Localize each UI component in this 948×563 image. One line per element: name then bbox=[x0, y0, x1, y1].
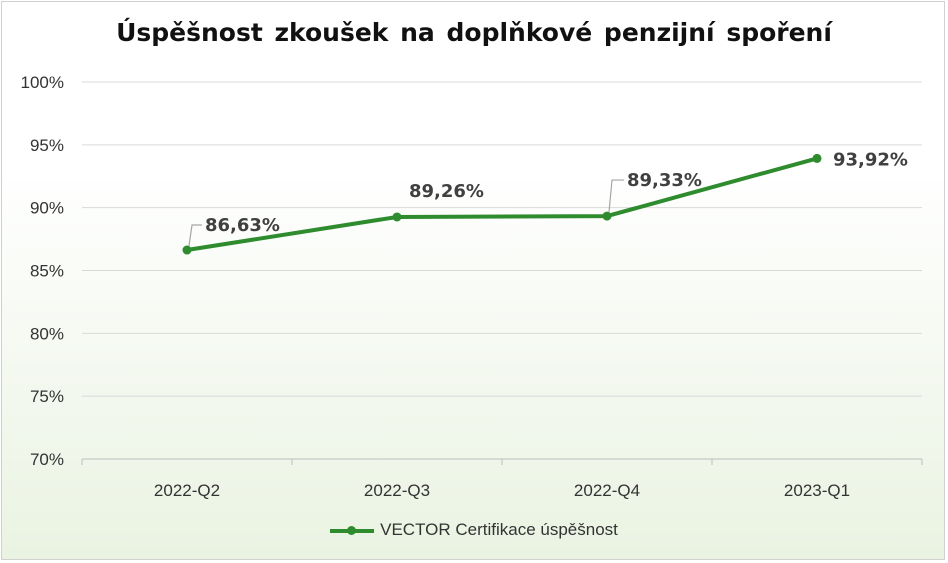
grid-lines bbox=[82, 81, 922, 397]
y-tick-label: 100% bbox=[21, 73, 64, 92]
y-tick-label: 70% bbox=[30, 450, 64, 469]
legend-label: VECTOR Certifikace úspěšnost bbox=[380, 520, 618, 539]
y-tick-label: 90% bbox=[30, 199, 64, 218]
data-label: 89,26% bbox=[409, 181, 484, 202]
legend-swatch bbox=[330, 520, 375, 540]
y-tick-label: 80% bbox=[30, 324, 64, 343]
y-tick-label: 95% bbox=[30, 136, 64, 155]
chart-title: Úspěšnost zkoušek na doplňkové penzijní … bbox=[116, 18, 832, 47]
data-point bbox=[392, 212, 402, 222]
data-label: 89,33% bbox=[627, 170, 702, 191]
x-tick-label: 2022-Q2 bbox=[154, 481, 220, 500]
y-axis-ticks: 70% 75% 80% 85% 90% 95% 100% bbox=[21, 73, 64, 469]
series-line bbox=[185, 156, 819, 253]
label-leader-line bbox=[188, 224, 202, 247]
label-leader-line bbox=[608, 179, 624, 213]
y-tick-label: 85% bbox=[30, 262, 64, 281]
x-axis: 2022-Q2 2022-Q3 2022-Q4 2023-Q1 bbox=[81, 458, 923, 500]
series-layer bbox=[182, 153, 822, 255]
data-point bbox=[602, 211, 612, 221]
x-tick-label: 2023-Q1 bbox=[784, 481, 850, 500]
data-point bbox=[182, 245, 192, 255]
data-label: 86,63% bbox=[205, 215, 280, 236]
x-tick-label: 2022-Q3 bbox=[364, 481, 430, 500]
data-point bbox=[812, 153, 822, 163]
x-tick-label: 2022-Q4 bbox=[574, 481, 640, 500]
data-labels: 86,63% 89,26% 89,33% 93,92% bbox=[188, 149, 908, 247]
legend: VECTOR Certifikace úspěšnost bbox=[0, 520, 948, 540]
data-label: 93,92% bbox=[833, 149, 908, 170]
y-tick-label: 75% bbox=[30, 387, 64, 406]
